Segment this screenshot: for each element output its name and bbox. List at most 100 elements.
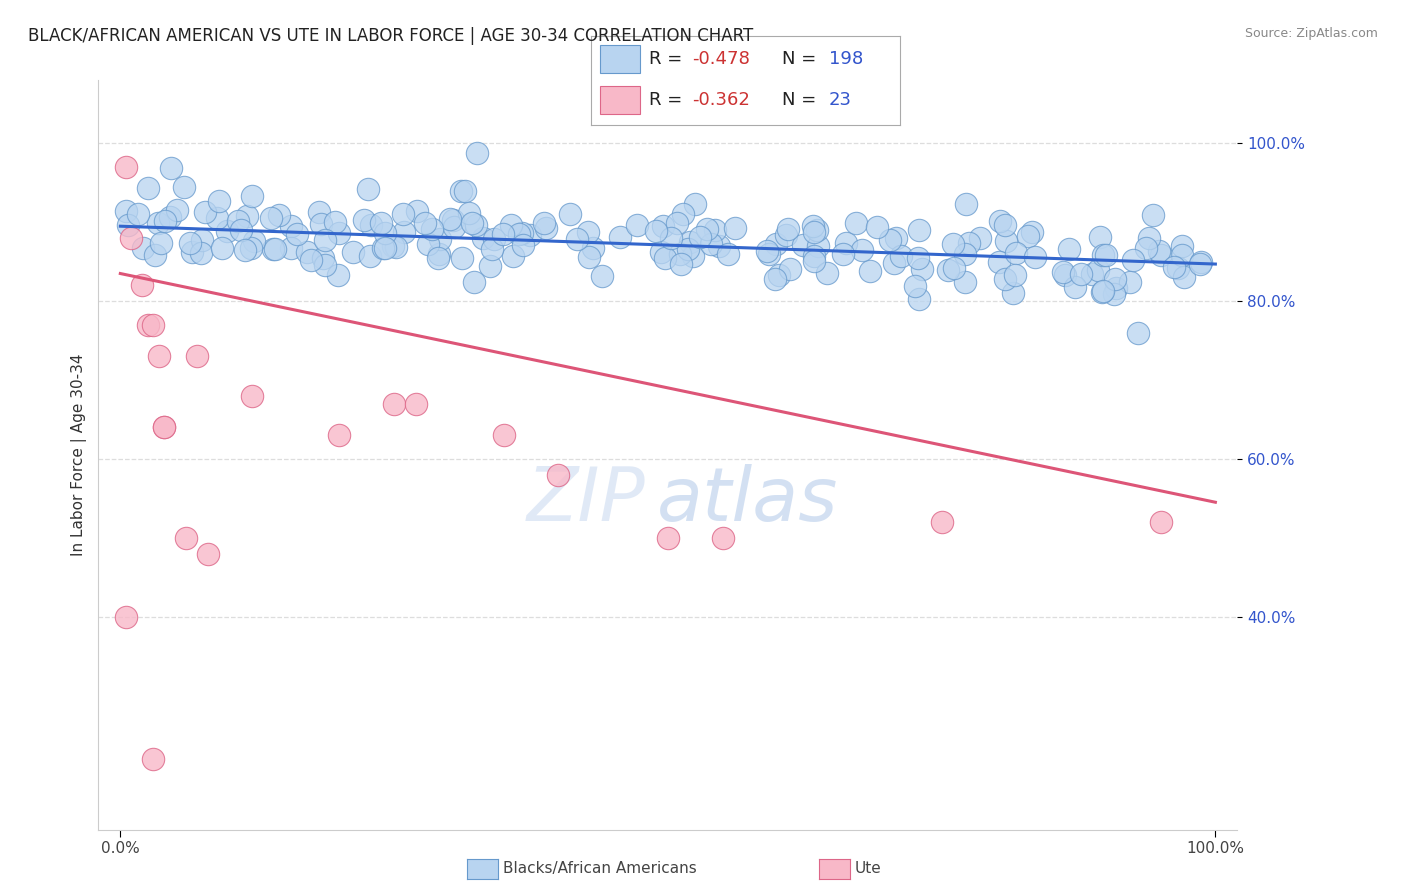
Point — [508, 227, 530, 241]
Text: N =: N = — [782, 91, 823, 109]
Point — [654, 251, 676, 265]
Point — [672, 206, 695, 220]
Text: ZIP: ZIP — [526, 464, 645, 536]
Point — [263, 242, 285, 256]
Point — [1149, 515, 1171, 529]
Point — [931, 515, 953, 529]
Point — [659, 231, 682, 245]
Point — [323, 215, 346, 229]
Point — [1070, 268, 1092, 282]
Text: 198: 198 — [828, 50, 863, 68]
Point — [143, 248, 166, 262]
Point — [668, 247, 690, 261]
Point — [803, 249, 825, 263]
Point — [374, 226, 396, 240]
Point — [174, 531, 197, 545]
Point — [765, 236, 787, 251]
Point — [1171, 238, 1194, 252]
Point — [1173, 269, 1195, 284]
Point — [479, 260, 502, 274]
Point — [146, 216, 169, 230]
Point — [801, 219, 824, 233]
Point — [166, 203, 188, 218]
Point — [1090, 285, 1112, 299]
Point — [492, 428, 515, 442]
Point — [463, 275, 485, 289]
Text: Blacks/African Americans: Blacks/African Americans — [503, 862, 696, 876]
Point — [295, 244, 318, 259]
Point — [806, 223, 828, 237]
Point — [717, 247, 740, 261]
Point — [682, 250, 704, 264]
Point — [1002, 285, 1025, 300]
Point — [131, 278, 153, 293]
Point — [127, 207, 149, 221]
Point — [228, 214, 250, 228]
Point — [153, 420, 176, 434]
Point — [955, 197, 977, 211]
Point — [807, 239, 830, 253]
Point — [429, 232, 451, 246]
Point — [465, 218, 488, 232]
Point — [1104, 272, 1126, 286]
Text: -0.478: -0.478 — [693, 50, 751, 68]
Point — [703, 223, 725, 237]
Point — [567, 232, 589, 246]
Point — [117, 218, 139, 232]
Point — [450, 251, 472, 265]
Point — [994, 272, 1017, 286]
Point — [205, 211, 228, 226]
Point — [534, 221, 557, 235]
Point — [457, 205, 479, 219]
Point — [450, 184, 472, 198]
Point — [1137, 231, 1160, 245]
Point — [115, 204, 138, 219]
Point — [460, 216, 482, 230]
Point — [1142, 208, 1164, 222]
Point — [1119, 275, 1142, 289]
Point — [969, 230, 991, 244]
Point — [114, 160, 136, 174]
Point — [142, 751, 165, 765]
Point — [768, 268, 790, 283]
Point — [533, 216, 555, 230]
Point — [416, 236, 439, 251]
Point — [609, 230, 631, 244]
Point — [132, 242, 155, 256]
Point — [1005, 245, 1028, 260]
Point — [724, 221, 747, 235]
Text: 23: 23 — [828, 91, 852, 109]
Point — [382, 397, 405, 411]
Point — [179, 235, 201, 250]
Bar — [600, 45, 640, 73]
Point — [191, 233, 214, 247]
Point — [558, 207, 581, 221]
Y-axis label: In Labor Force | Age 30-34: In Labor Force | Age 30-34 — [72, 353, 87, 557]
Point — [990, 213, 1012, 227]
Point — [312, 252, 335, 266]
Point — [453, 184, 475, 198]
Point — [240, 241, 263, 255]
Point — [211, 241, 233, 255]
Point — [149, 235, 172, 250]
Point — [308, 204, 330, 219]
Point — [907, 223, 929, 237]
Point — [502, 249, 524, 263]
Point — [890, 249, 912, 263]
Point — [385, 239, 408, 253]
Point — [136, 318, 159, 332]
Point — [803, 254, 825, 268]
Point — [1087, 262, 1109, 277]
Point — [908, 292, 931, 306]
Point — [443, 212, 465, 227]
Point — [1057, 242, 1080, 256]
Point — [153, 213, 176, 227]
Point — [194, 205, 217, 219]
Point — [114, 609, 136, 624]
Point — [696, 221, 718, 235]
Point — [657, 531, 679, 545]
Point — [439, 211, 461, 226]
Text: atlas: atlas — [657, 464, 838, 536]
Point — [763, 272, 786, 286]
Point — [159, 210, 181, 224]
